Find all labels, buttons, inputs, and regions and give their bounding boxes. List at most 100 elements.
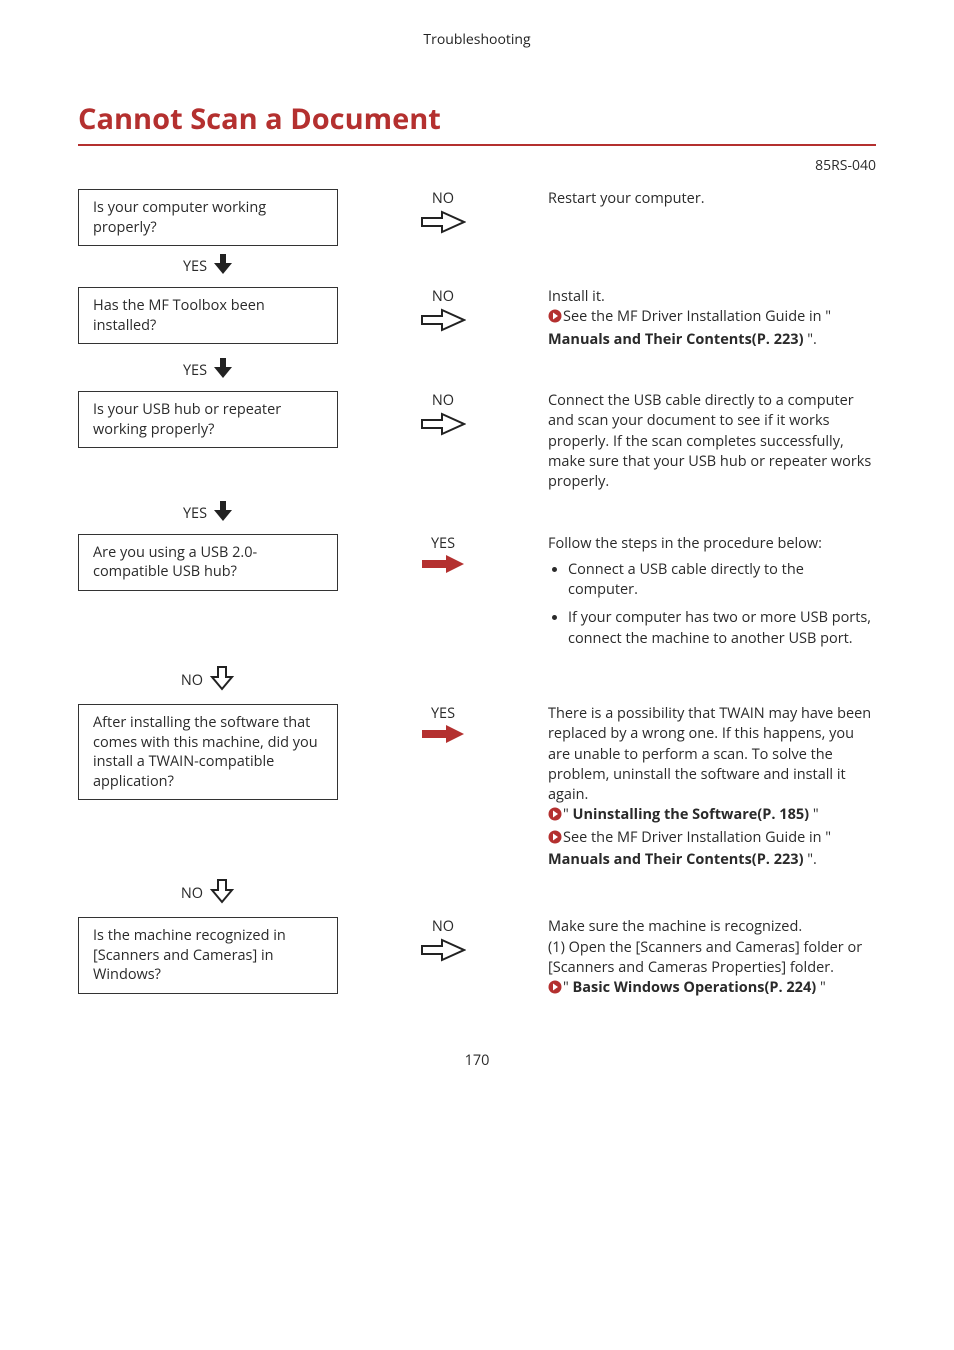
question-col: Is the machine recognized in [Scanners a… bbox=[78, 917, 338, 1000]
answer-col: Follow the steps in the procedure below:… bbox=[548, 534, 876, 657]
branch-col: NO bbox=[338, 287, 548, 350]
answer-line: Install it. bbox=[548, 287, 876, 307]
arrow-right-solid-icon bbox=[420, 555, 466, 578]
bullet-icon bbox=[548, 980, 562, 1000]
doc-link[interactable]: Basic Windows Operations(P. 224) bbox=[573, 978, 817, 997]
branch-label: NO bbox=[338, 391, 548, 410]
answer-line: See the MF Driver Installation Guide in … bbox=[548, 828, 876, 871]
flow-row: Are you using a USB 2.0-compatible USB h… bbox=[78, 534, 876, 657]
branch-col: YES bbox=[338, 704, 548, 870]
branch-col: NO bbox=[338, 391, 548, 492]
answer-text-fragment: Restart your computer. bbox=[548, 189, 705, 208]
question-box: Is your USB hub or repeater working prop… bbox=[78, 391, 338, 448]
branch-label: NO bbox=[338, 287, 548, 306]
flow-row: Has the MF Toolbox been installed? NO In… bbox=[78, 287, 876, 350]
answer-line: Connect the USB cable directly to a comp… bbox=[548, 391, 876, 492]
answer-text-fragment: " bbox=[563, 805, 573, 824]
arrow-right-hollow-icon bbox=[420, 308, 466, 337]
down-connector: NO bbox=[78, 878, 338, 909]
branch-col: NO bbox=[338, 189, 548, 246]
answer-line: (1) Open the [Scanners and Cameras] fold… bbox=[548, 938, 876, 979]
down-connector: YES bbox=[78, 501, 338, 526]
doc-code: 85RS-040 bbox=[78, 156, 876, 175]
page-title: Cannot Scan a Document bbox=[78, 99, 876, 146]
answer-text-fragment: ". bbox=[804, 850, 817, 869]
arrow-right-hollow-icon bbox=[420, 210, 466, 239]
question-col: Are you using a USB 2.0-compatible USB h… bbox=[78, 534, 338, 657]
arrow-right-solid-icon bbox=[420, 725, 466, 748]
answer-text-fragment: There is a possibility that TWAIN may ha… bbox=[548, 704, 871, 804]
list-item: If your computer has two or more USB por… bbox=[568, 608, 876, 649]
answer-line: See the MF Driver Installation Guide in … bbox=[548, 307, 876, 350]
question-box: Is the machine recognized in [Scanners a… bbox=[78, 917, 338, 994]
down-label: YES bbox=[183, 257, 207, 276]
branch-col: NO bbox=[338, 917, 548, 1000]
flow-row: After installing the software that comes… bbox=[78, 704, 876, 870]
list-item: Connect a USB cable directly to the comp… bbox=[568, 560, 876, 601]
branch-col: YES bbox=[338, 534, 548, 657]
arrow-down-solid-icon bbox=[213, 254, 233, 279]
branch-label: NO bbox=[338, 917, 548, 936]
answer-line: " Uninstalling the Software(P. 185) " bbox=[548, 805, 876, 827]
flow-row: Is the machine recognized in [Scanners a… bbox=[78, 917, 876, 1000]
branch-label: NO bbox=[338, 189, 548, 208]
question-box: After installing the software that comes… bbox=[78, 704, 338, 800]
header-text: Troubleshooting bbox=[78, 30, 876, 49]
answer-text-fragment: " bbox=[816, 978, 826, 997]
arrow-down-hollow-icon bbox=[209, 878, 235, 909]
answer-line: Make sure the machine is recognized. bbox=[548, 917, 876, 937]
branch-label: YES bbox=[338, 534, 548, 553]
answer-text-fragment: Install it. bbox=[548, 287, 605, 306]
down-label: NO bbox=[181, 884, 203, 903]
answer-list: Connect a USB cable directly to the comp… bbox=[548, 560, 876, 649]
arrow-down-solid-icon bbox=[213, 358, 233, 383]
arrow-down-solid-icon bbox=[213, 501, 233, 526]
arrow-down-hollow-icon bbox=[209, 665, 235, 696]
doc-link[interactable]: Uninstalling the Software(P. 185) bbox=[573, 805, 810, 824]
page: Troubleshooting Cannot Scan a Document 8… bbox=[0, 0, 954, 1110]
answer-text-fragment: ". bbox=[804, 330, 817, 349]
flow-row: Is your computer working properly? NO Re… bbox=[78, 189, 876, 246]
answer-col: Install it. See the MF Driver Installati… bbox=[548, 287, 876, 350]
answer-col: Restart your computer. bbox=[548, 189, 876, 246]
doc-link[interactable]: Manuals and Their Contents(P. 223) bbox=[548, 330, 804, 349]
down-label: YES bbox=[183, 504, 207, 523]
down-connector: NO bbox=[78, 665, 338, 696]
flowchart: Is your computer working properly? NO Re… bbox=[78, 189, 876, 1001]
flow-row: Is your USB hub or repeater working prop… bbox=[78, 391, 876, 492]
answer-line: " Basic Windows Operations(P. 224) " bbox=[548, 978, 876, 1000]
page-number: 170 bbox=[78, 1051, 876, 1070]
bullet-icon bbox=[548, 309, 562, 329]
answer-text-fragment: Make sure the machine is recognized. bbox=[548, 917, 802, 936]
answer-line: Restart your computer. bbox=[548, 189, 876, 209]
answer-text-fragment: " bbox=[809, 805, 819, 824]
answer-text-fragment: See the MF Driver Installation Guide in … bbox=[563, 828, 831, 847]
question-col: Is your USB hub or repeater working prop… bbox=[78, 391, 338, 492]
down-label: NO bbox=[181, 671, 203, 690]
question-box: Are you using a USB 2.0-compatible USB h… bbox=[78, 534, 338, 591]
down-connector: YES bbox=[78, 358, 338, 383]
down-label: YES bbox=[183, 361, 207, 380]
answer-text-fragment: Follow the steps in the procedure below: bbox=[548, 534, 822, 553]
doc-link[interactable]: Manuals and Their Contents(P. 223) bbox=[548, 850, 804, 869]
answer-col: Make sure the machine is recognized. (1) … bbox=[548, 917, 876, 1000]
down-connector: YES bbox=[78, 254, 338, 279]
bullet-icon bbox=[548, 807, 562, 827]
question-box: Is your computer working properly? bbox=[78, 189, 338, 246]
question-col: After installing the software that comes… bbox=[78, 704, 338, 870]
bullet-icon bbox=[548, 830, 562, 850]
answer-text-fragment: See the MF Driver Installation Guide in … bbox=[563, 307, 831, 326]
question-col: Is your computer working properly? bbox=[78, 189, 338, 246]
arrow-right-hollow-icon bbox=[420, 938, 466, 967]
branch-label: YES bbox=[338, 704, 548, 723]
question-col: Has the MF Toolbox been installed? bbox=[78, 287, 338, 350]
question-box: Has the MF Toolbox been installed? bbox=[78, 287, 338, 344]
answer-text-fragment: (1) Open the [Scanners and Cameras] fold… bbox=[548, 938, 862, 977]
answer-col: Connect the USB cable directly to a comp… bbox=[548, 391, 876, 492]
answer-line: Follow the steps in the procedure below: bbox=[548, 534, 876, 554]
arrow-right-hollow-icon bbox=[420, 412, 466, 441]
answer-col: There is a possibility that TWAIN may ha… bbox=[548, 704, 876, 870]
answer-text-fragment: " bbox=[563, 978, 573, 997]
answer-line: There is a possibility that TWAIN may ha… bbox=[548, 704, 876, 805]
answer-text-fragment: Connect the USB cable directly to a comp… bbox=[548, 391, 871, 491]
